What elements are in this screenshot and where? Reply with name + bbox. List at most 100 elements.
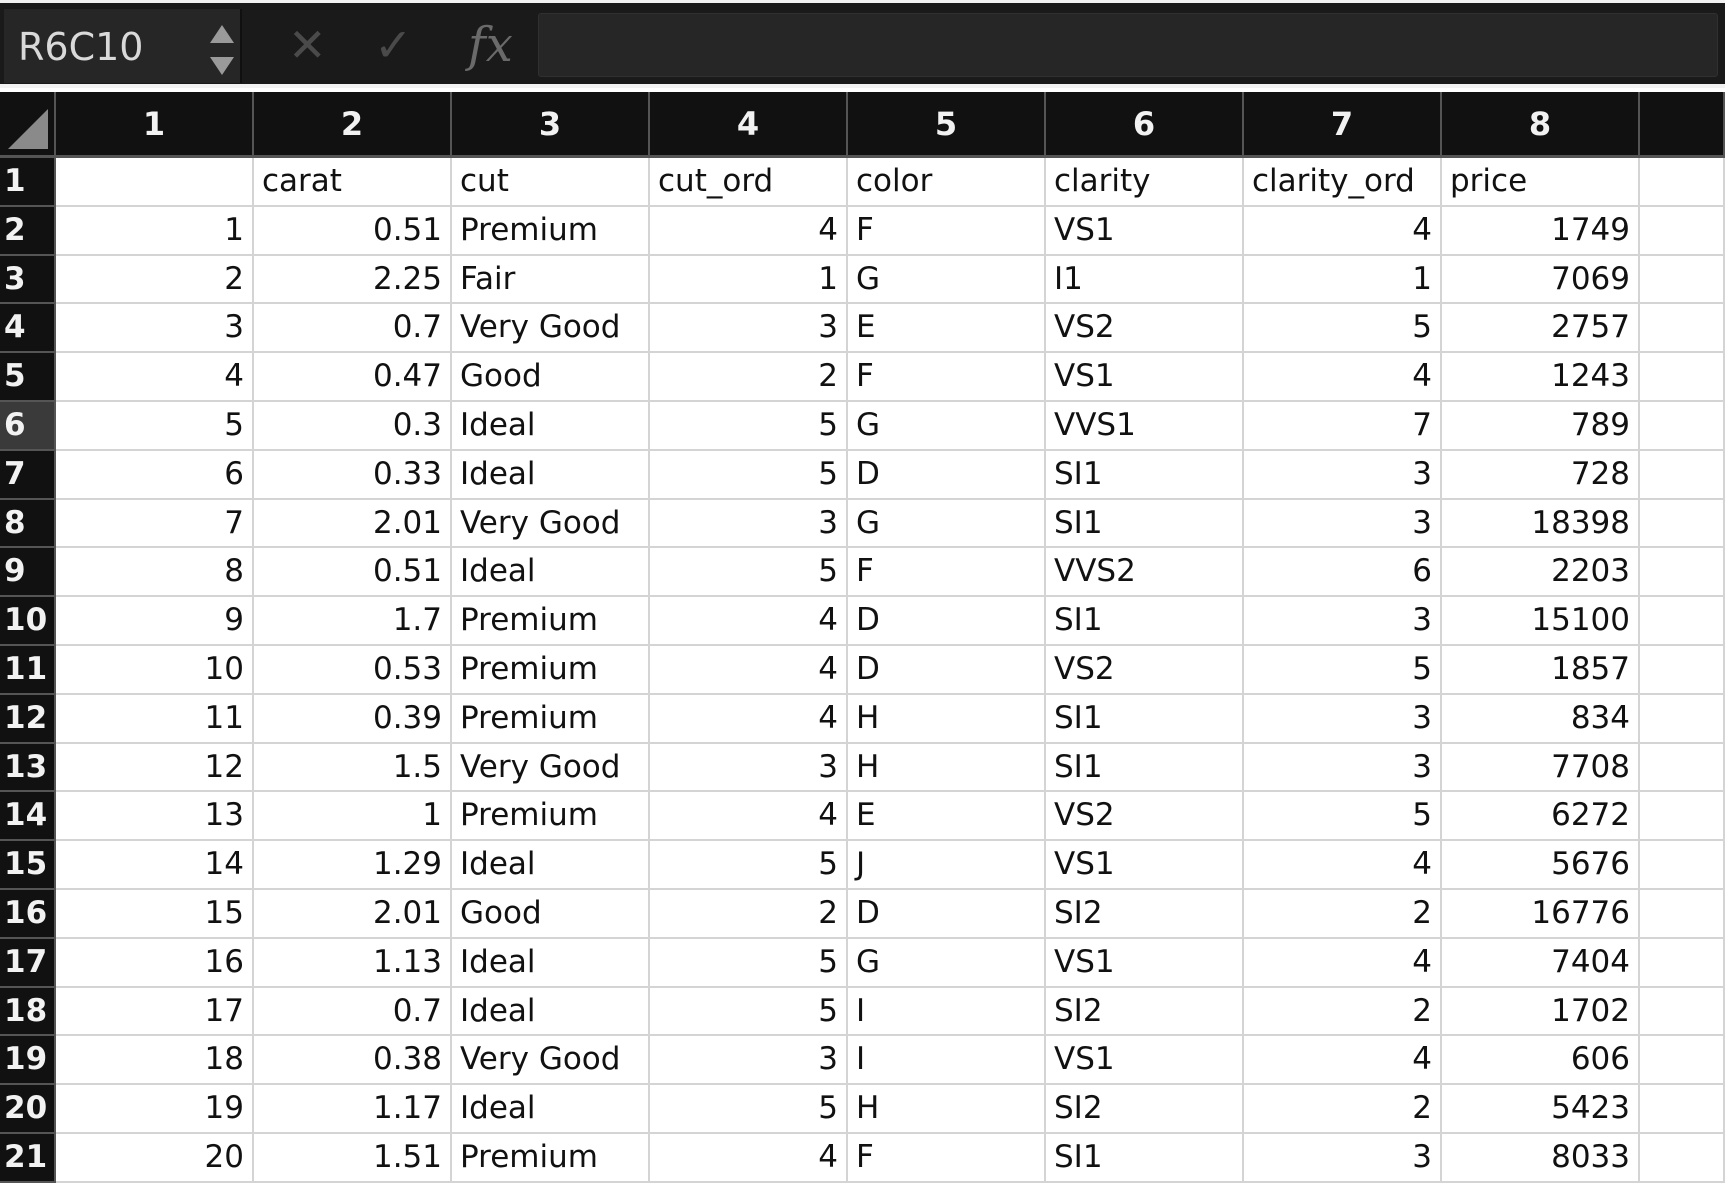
cell[interactable]: SI2	[1046, 1085, 1244, 1134]
cell[interactable]	[1640, 158, 1725, 207]
cell[interactable]: 1	[56, 206, 254, 256]
check-icon[interactable]: ✓	[374, 18, 413, 72]
row-header-5[interactable]: 5	[0, 353, 56, 402]
row-header-10[interactable]: 10	[0, 597, 56, 646]
cell[interactable]: 18398	[1442, 499, 1640, 549]
cell[interactable]: Ideal	[452, 841, 650, 890]
cell[interactable]: Very Good	[452, 499, 650, 549]
cell[interactable]: D	[848, 889, 1046, 939]
cell[interactable]: 3	[1244, 499, 1442, 549]
cell[interactable]: 4	[1244, 841, 1442, 890]
cell[interactable]: 2	[1244, 1085, 1442, 1134]
cell[interactable]	[1640, 987, 1725, 1037]
cell[interactable]: 2	[56, 255, 254, 305]
column-header-next[interactable]	[1640, 92, 1725, 158]
cell[interactable]: VS2	[1046, 645, 1244, 695]
cell[interactable]: 7708	[1442, 743, 1640, 793]
cell[interactable]: 1749	[1442, 206, 1640, 256]
row-header-14[interactable]: 14	[0, 792, 56, 842]
cell[interactable]: 2	[650, 353, 848, 402]
cell[interactable]	[1640, 938, 1725, 988]
cell[interactable]	[1640, 304, 1725, 354]
cell[interactable]: 5423	[1442, 1085, 1640, 1134]
column-header-3[interactable]: 3	[452, 92, 650, 158]
cell[interactable]: SI1	[1046, 743, 1244, 793]
cell[interactable]: G	[848, 499, 1046, 549]
column-header-1[interactable]: 1	[56, 92, 254, 158]
cell[interactable]: 4	[1244, 1036, 1442, 1086]
cell[interactable]: 1	[1244, 255, 1442, 305]
cell[interactable]: 19	[56, 1085, 254, 1134]
cell[interactable]: color	[848, 158, 1046, 207]
cell[interactable]	[1640, 206, 1725, 256]
cell[interactable]: 2.01	[254, 889, 452, 939]
cell[interactable]: 0.53	[254, 645, 452, 695]
cell[interactable]	[1640, 353, 1725, 402]
cell[interactable]: Premium	[452, 206, 650, 256]
cell[interactable]: cut_ord	[650, 158, 848, 207]
cell[interactable]: cut	[452, 158, 650, 207]
name-box-stepper[interactable]	[210, 21, 236, 79]
cell[interactable]: VS1	[1046, 206, 1244, 256]
cell[interactable]: 0.38	[254, 1036, 452, 1086]
cell[interactable]: 3	[1244, 450, 1442, 500]
cell[interactable]: Fair	[452, 255, 650, 305]
row-header-3[interactable]: 3	[0, 255, 56, 305]
cell[interactable]: F	[848, 353, 1046, 402]
cell[interactable]: 5	[1244, 304, 1442, 354]
cell[interactable]: 4	[56, 353, 254, 402]
cell[interactable]: 4	[1244, 938, 1442, 988]
cell[interactable]: 6272	[1442, 792, 1640, 842]
cell[interactable]: 0.51	[254, 548, 452, 598]
fx-icon[interactable]: fx	[468, 17, 513, 73]
cell[interactable]: 3	[1244, 597, 1442, 646]
row-header-12[interactable]: 12	[0, 694, 56, 744]
cell[interactable]: D	[848, 645, 1046, 695]
row-header-4[interactable]: 4	[0, 304, 56, 354]
cell[interactable]: 5	[650, 841, 848, 890]
column-header-2[interactable]: 2	[254, 92, 452, 158]
cell[interactable]: 8033	[1442, 1133, 1640, 1183]
cell[interactable]: Premium	[452, 792, 650, 842]
cell[interactable]: 5676	[1442, 841, 1640, 890]
cell[interactable]: I	[848, 1036, 1046, 1086]
cell[interactable]: 3	[650, 304, 848, 354]
cell[interactable]: 5	[650, 401, 848, 451]
cell[interactable]: 7	[56, 499, 254, 549]
row-header-20[interactable]: 20	[0, 1085, 56, 1134]
cell[interactable]: 1857	[1442, 645, 1640, 695]
cell[interactable]: 4	[650, 206, 848, 256]
row-header-7[interactable]: 7	[0, 450, 56, 500]
row-header-2[interactable]: 2	[0, 206, 56, 256]
cell[interactable]: SI1	[1046, 499, 1244, 549]
cell[interactable]: 1.5	[254, 743, 452, 793]
cell[interactable]: 5	[650, 987, 848, 1037]
cell[interactable]: 12	[56, 743, 254, 793]
cell[interactable]: 17	[56, 987, 254, 1037]
cell[interactable]: VS1	[1046, 938, 1244, 988]
cell[interactable]: D	[848, 597, 1046, 646]
row-header-18[interactable]: 18	[0, 987, 56, 1037]
cell[interactable]: SI1	[1046, 694, 1244, 744]
cell[interactable]: VVS1	[1046, 401, 1244, 451]
cell[interactable]: 15100	[1442, 597, 1640, 646]
cell[interactable]: 4	[650, 597, 848, 646]
cell[interactable]	[1640, 645, 1725, 695]
cell[interactable]: clarity_ord	[1244, 158, 1442, 207]
cell[interactable]: 9	[56, 597, 254, 646]
cell[interactable]: 1.17	[254, 1085, 452, 1134]
cell[interactable]: 3	[650, 499, 848, 549]
cell[interactable]: Premium	[452, 597, 650, 646]
cell[interactable]: 0.3	[254, 401, 452, 451]
cell[interactable]: 7069	[1442, 255, 1640, 305]
cell[interactable]: Ideal	[452, 938, 650, 988]
cell[interactable]: 6	[1244, 548, 1442, 598]
cell[interactable]: Good	[452, 353, 650, 402]
cell[interactable]: VS2	[1046, 304, 1244, 354]
cell[interactable]: 7	[1244, 401, 1442, 451]
cell[interactable]: SI1	[1046, 597, 1244, 646]
cell[interactable]: 16776	[1442, 889, 1640, 939]
cell[interactable]: 1702	[1442, 987, 1640, 1037]
row-header-19[interactable]: 19	[0, 1036, 56, 1086]
cell[interactable]	[1640, 1036, 1725, 1086]
